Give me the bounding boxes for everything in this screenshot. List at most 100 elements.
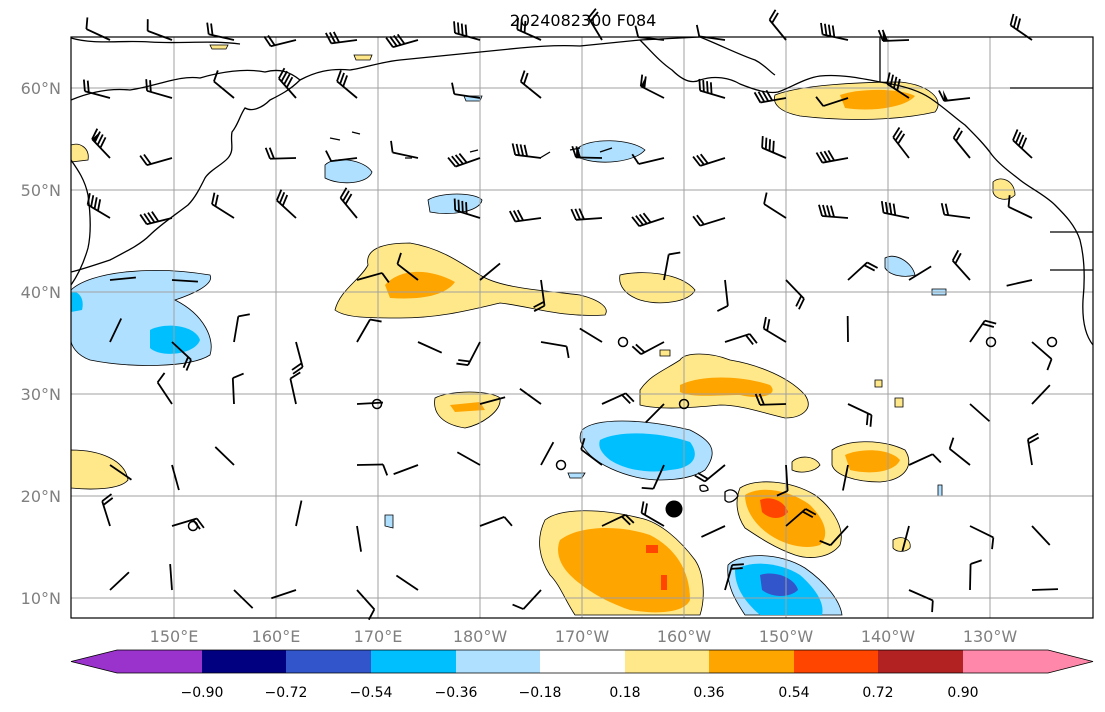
wind-barb	[109, 276, 136, 281]
wind-barb	[356, 463, 389, 476]
colorbar-segment	[794, 650, 878, 673]
wind-barb	[479, 516, 513, 527]
wind-barb	[145, 79, 173, 99]
wind-barb	[886, 72, 910, 99]
wind-barb	[479, 262, 501, 281]
colorbar-segment	[202, 650, 286, 673]
wind-barb	[901, 525, 910, 552]
lon-label-150e: 150°E	[150, 627, 199, 646]
wind-barb	[156, 372, 173, 405]
wind-barb	[694, 464, 726, 483]
wind-barb	[231, 372, 244, 405]
latitude-labels: 10°N 20°N 30°N 40°N 50°N 60°N	[21, 79, 61, 608]
wind-barb	[171, 279, 199, 283]
wind-barb	[819, 525, 849, 547]
wind-barb	[1007, 195, 1033, 219]
lat-label-50n: 50°N	[21, 181, 61, 200]
wind-barb	[278, 67, 297, 99]
wind-barb	[880, 201, 910, 219]
shade-negative-west-core	[150, 325, 200, 354]
wind-barb	[587, 8, 603, 41]
lon-label-170w: 170°W	[555, 627, 610, 646]
wind-barb	[213, 70, 235, 99]
wind-barb	[815, 96, 849, 107]
wind-barb	[877, 29, 910, 42]
cb-tick-label: 0.90	[947, 685, 978, 701]
wind-barb	[139, 211, 173, 226]
lat-label-60n: 60°N	[21, 79, 61, 98]
wind-barb	[456, 341, 481, 366]
colorbar-tick-labels: −0.90 −0.72 −0.54 −0.36 −0.18 0.18 0.36 …	[181, 685, 979, 701]
lon-label-130w: 130°W	[963, 627, 1018, 646]
wind-barb	[842, 464, 849, 491]
wind-barb	[847, 261, 878, 281]
wind-barb	[724, 333, 758, 345]
wind-barb	[512, 589, 542, 610]
colorbar-extend-low	[71, 650, 117, 673]
lat-label-10n: 10°N	[21, 589, 61, 608]
wind-barb	[815, 149, 849, 164]
wind-barb	[264, 147, 297, 160]
colorbar-segment	[878, 650, 963, 673]
wind-barb	[785, 508, 817, 527]
calm-markers	[187, 336, 1058, 532]
colorbar-outline	[70, 649, 1094, 674]
wind-barb	[762, 316, 787, 343]
wind-barb	[339, 187, 358, 219]
wind-barb	[291, 341, 304, 375]
wind-barb	[754, 393, 787, 406]
wind-barb	[1031, 588, 1059, 591]
lat-label-40n: 40°N	[21, 283, 61, 302]
colorbar-segment	[371, 650, 456, 673]
colorbar-segment	[456, 650, 540, 673]
colorbar-segment	[625, 650, 709, 673]
wind-barb	[951, 249, 971, 281]
map-frame	[70, 36, 1094, 619]
wind-barb	[601, 392, 635, 405]
cb-tick-label: −0.36	[435, 685, 478, 701]
wind-barb	[479, 396, 506, 405]
wind-barb	[768, 9, 787, 41]
wind-barb	[580, 437, 603, 466]
wind-barb	[724, 563, 744, 591]
wind-barb	[519, 70, 542, 99]
wind-barb	[908, 589, 934, 613]
wind-barb	[271, 589, 297, 600]
cb-tick-label: −0.18	[519, 685, 562, 701]
wind-barb	[969, 525, 995, 550]
wind-barb	[761, 136, 787, 159]
wind-barb	[85, 17, 111, 41]
lon-label-160e: 160°E	[252, 627, 301, 646]
wind-barb	[356, 272, 390, 283]
wind-barb	[1006, 279, 1033, 287]
wind-barb	[109, 464, 132, 481]
wind-barb	[233, 589, 254, 609]
wind-barb	[692, 214, 726, 227]
wind-barb	[639, 74, 665, 99]
shade-negative-west	[70, 270, 212, 366]
wind-barb	[698, 78, 726, 99]
wind-barb	[171, 341, 192, 371]
wind-barb	[641, 464, 665, 490]
wind-barb	[516, 17, 542, 41]
wind-barb	[948, 437, 971, 466]
gridlines	[71, 37, 1093, 618]
wind-barb	[785, 279, 805, 310]
colorbar-segment	[709, 650, 794, 673]
colorbar-segment	[286, 650, 371, 673]
wind-barb	[908, 265, 932, 281]
wind-barb	[356, 401, 384, 405]
wind-barb	[940, 202, 971, 219]
cb-tick-label: −0.54	[350, 685, 393, 701]
wind-barb	[969, 403, 991, 422]
wind-barb	[776, 464, 789, 497]
map-title: 2024082300 F084	[510, 11, 657, 30]
wind-barb	[453, 198, 481, 219]
wind-barb	[393, 464, 419, 475]
wind-barb	[233, 313, 250, 343]
wind-barb	[109, 571, 130, 591]
cb-tick-label: 0.72	[862, 685, 893, 701]
wind-barb	[847, 403, 873, 427]
coastlines	[70, 36, 1094, 503]
wind-barb	[214, 446, 235, 466]
